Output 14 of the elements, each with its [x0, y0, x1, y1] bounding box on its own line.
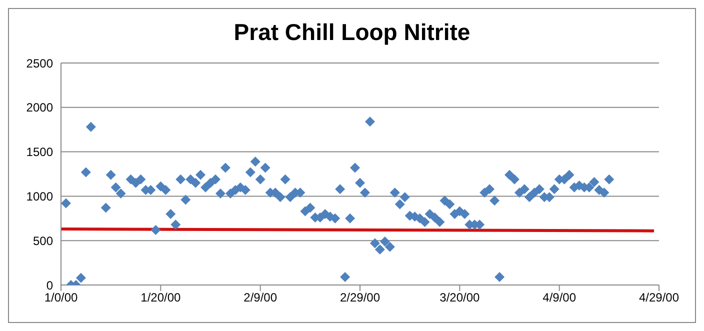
x-tick-label: 1/20/00 — [140, 290, 182, 305]
x-tick-label: 2/9/00 — [244, 290, 278, 305]
y-tick-label: 1500 — [26, 145, 54, 160]
x-tick-label: 1/0/00 — [44, 290, 78, 305]
x-tick-label: 3/20/00 — [440, 290, 480, 305]
y-tick-label: 2000 — [26, 100, 54, 115]
x-tick-label: 4/9/00 — [542, 290, 576, 305]
chart-title: Prat Chill Loop Nitrite — [232, 19, 472, 47]
x-tick-label: 2/29/00 — [340, 290, 380, 305]
y-tick-label: 500 — [32, 234, 54, 248]
y-tick-label: 2500 — [26, 56, 54, 70]
y-tick-label: 0 — [46, 278, 54, 292]
x-tick-label: 4/29/00 — [638, 290, 680, 305]
y-tick-label: 1000 — [26, 189, 54, 204]
